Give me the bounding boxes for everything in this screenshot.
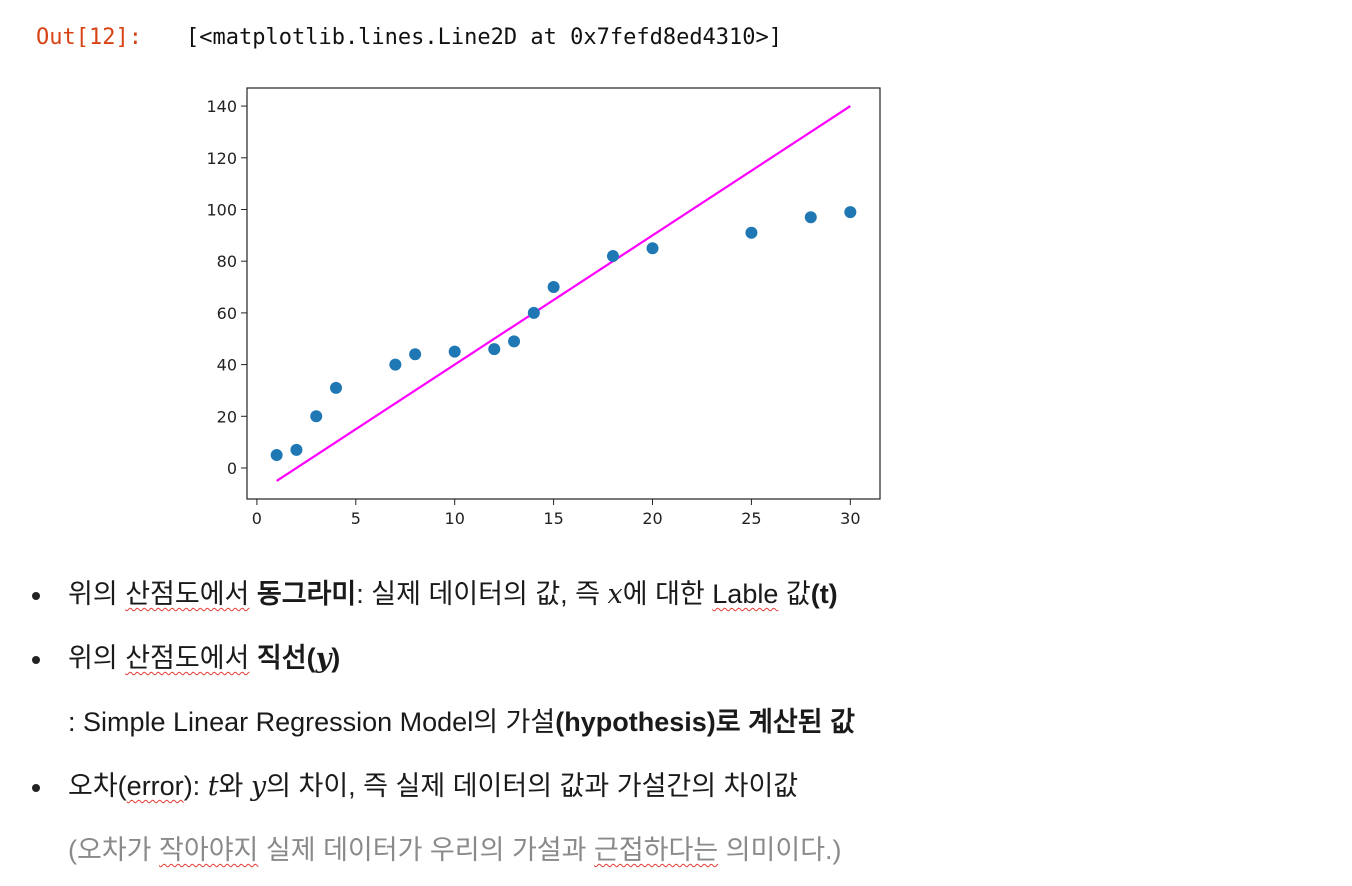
bullet-dot [32,592,40,600]
data-point [389,358,402,371]
y-tick-label: 20 [217,407,237,426]
y-tick-label: 80 [217,252,237,271]
x-tick-label: 10 [445,509,465,528]
data-point [409,348,422,361]
x-tick-label: 25 [741,509,761,528]
x-tick-label: 20 [642,509,662,528]
data-point [488,343,501,356]
x-tick-label: 0 [252,509,262,528]
bullet-text-note: (오차가 작아야지 실제 데이터가 우리의 가설과 근접하다는 의미이다.) [68,835,842,865]
x-tick-label: 5 [351,509,361,528]
x-tick-label: 30 [840,509,860,528]
data-point [745,226,758,239]
bullet-dot [32,784,40,792]
data-point [527,306,540,319]
list-item: 오차(error): t와 y의 차이, 즉 실제 데이터의 값과 가설간의 차… [28,766,1328,806]
list-item: 위의 산점도에서 직선(y) [28,638,1328,678]
bullet-text: : Simple Linear Regression Model의 가설(hyp… [68,707,855,737]
y-tick-label: 40 [217,356,237,375]
output-row: Out[12]: [<matplotlib.lines.Line2D at 0x… [36,22,782,52]
bullet-text: 오차(error): t와 y의 차이, 즉 실제 데이터의 값과 가설간의 차… [68,771,799,802]
scatter-chart: 0 5 10 15 20 25 30 0 20 40 60 80 100 120 140 [206,87,881,528]
bullet-text: 위의 산점도에서 동그라미: 실제 데이터의 값, 즉 x에 대한 Lable … [68,579,838,610]
list-item-continuation: (오차가 작아야지 실제 데이터가 우리의 가설과 근접하다는 의미이다.) [28,830,1328,870]
data-point [646,242,659,255]
y-tick-label: 100 [206,200,237,219]
data-point [330,381,343,394]
data-point [844,206,857,219]
data-point [804,211,817,224]
y-tick-label: 0 [227,459,237,478]
data-point [290,443,303,456]
y-tick-label: 140 [206,97,237,116]
list-item: 위의 산점도에서 동그라미: 실제 데이터의 값, 즉 x에 대한 Lable … [28,574,1328,614]
bullet-text: 위의 산점도에서 직선(y) [68,643,341,674]
x-tick-label: 15 [543,509,563,528]
data-point [508,335,521,348]
data-point [547,281,560,294]
data-point [448,345,461,358]
bullet-dot [32,656,40,664]
y-tick-label: 60 [217,304,237,323]
data-point [270,449,283,462]
y-tick-label: 120 [206,149,237,168]
output-prompt: Out[12]: [36,24,142,50]
regression-line [276,105,851,482]
output-text: [<matplotlib.lines.Line2D at 0x7fefd8ed4… [186,24,783,50]
data-point [606,250,619,263]
plot-frame [246,87,881,500]
list-item-continuation: : Simple Linear Regression Model의 가설(hyp… [28,702,1328,742]
data-point [310,410,323,423]
